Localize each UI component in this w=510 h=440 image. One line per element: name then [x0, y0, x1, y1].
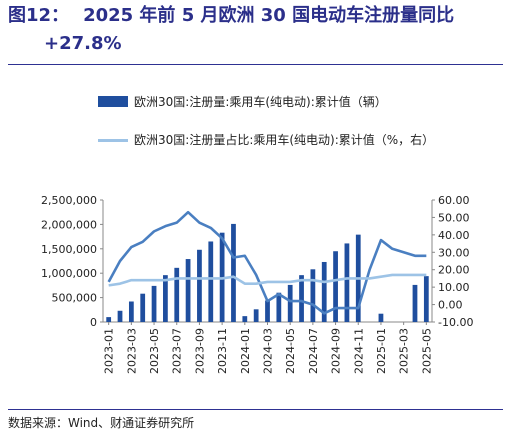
- bar: [287, 284, 293, 322]
- bar: [140, 293, 146, 322]
- top-divider: [8, 64, 503, 65]
- y-right-tick-label: 60.00: [438, 194, 470, 207]
- bar: [185, 259, 191, 322]
- y-left-tick-label: 1,500,000: [41, 243, 97, 256]
- bar: [242, 316, 248, 322]
- chart-title: 图12： 2025 年前 5 月欧洲 30 国电动车注册量同比 +27.8%: [8, 2, 503, 58]
- x-tick-label: 2024-03: [262, 328, 275, 374]
- legend-label-share: 欧洲30国:注册量占比:乘用车(纯电动):累计值（%，右）: [134, 133, 435, 147]
- y-left-tick-label: 2,500,000: [41, 194, 97, 207]
- y-left-tick-label: 1,000,000: [41, 267, 97, 280]
- y-right-tick-label: 40.00: [438, 229, 470, 242]
- x-tick-label: 2023-05: [148, 328, 161, 374]
- y-left-tick-label: 500,000: [52, 292, 98, 305]
- bar: [333, 251, 338, 322]
- bar: [174, 267, 180, 322]
- bar: [151, 285, 157, 322]
- bar: [117, 310, 123, 322]
- x-tick-label: 2023-11: [216, 328, 229, 374]
- x-tick-label: 2023-07: [171, 328, 184, 374]
- bar: [423, 276, 429, 322]
- y-right-tick-label: 10.00: [438, 281, 470, 294]
- figure-number: 图12：: [8, 5, 70, 26]
- bar: [310, 269, 316, 322]
- y-left-tick-label: 2,000,000: [41, 218, 97, 231]
- x-tick-label: 2024-05: [284, 328, 297, 374]
- bar: [412, 284, 418, 322]
- source-note: 数据来源：Wind、财通证券研究所: [8, 416, 195, 430]
- y-right-tick-label: 30.00: [438, 246, 470, 259]
- legend-line-swatch: [98, 139, 128, 142]
- x-tick-label: 2025-03: [398, 328, 411, 374]
- bar: [265, 300, 270, 322]
- yoy-line: [107, 210, 427, 315]
- title-line-2: +27.8%: [44, 33, 122, 54]
- x-tick-label: 2024-01: [239, 328, 252, 374]
- legend-label-registrations: 欧洲30国:注册量:乘用车(纯电动):累计值（辆）: [134, 95, 387, 109]
- x-tick-label: 2024-09: [330, 328, 343, 374]
- bar: [163, 275, 168, 322]
- title-line-1: 2025 年前 5 月欧洲 30 国电动车注册量同比: [83, 5, 455, 26]
- bar: [208, 241, 214, 322]
- share-line: [108, 273, 427, 287]
- y-left-tick-label: 0: [90, 316, 97, 329]
- x-tick-label: 2023-01: [103, 328, 116, 374]
- bar: [253, 309, 259, 322]
- bar: [276, 292, 282, 322]
- y-right-tick-label: 20.00: [438, 264, 470, 277]
- bottom-divider: [8, 409, 503, 410]
- y-right-tick-label: -10.00: [438, 316, 473, 329]
- bar: [128, 301, 134, 322]
- x-tick-label: 2023-09: [193, 328, 206, 374]
- bar: [299, 275, 304, 322]
- x-tick-label: 2025-01: [375, 328, 388, 374]
- bar: [106, 317, 112, 322]
- bar: [321, 261, 327, 322]
- bar: [378, 313, 384, 322]
- bar: [344, 243, 350, 322]
- bar: [197, 249, 202, 322]
- y-right-tick-label: 50.00: [438, 211, 470, 224]
- x-tick-label: 2025-05: [420, 328, 433, 374]
- bar: [231, 223, 236, 322]
- x-tick-label: 2023-03: [125, 328, 138, 374]
- x-tick-label: 2024-07: [307, 328, 320, 374]
- legend-bar-swatch: [98, 96, 128, 107]
- y-right-tick-label: 0.00: [438, 299, 463, 312]
- x-tick-label: 2024-11: [352, 328, 365, 374]
